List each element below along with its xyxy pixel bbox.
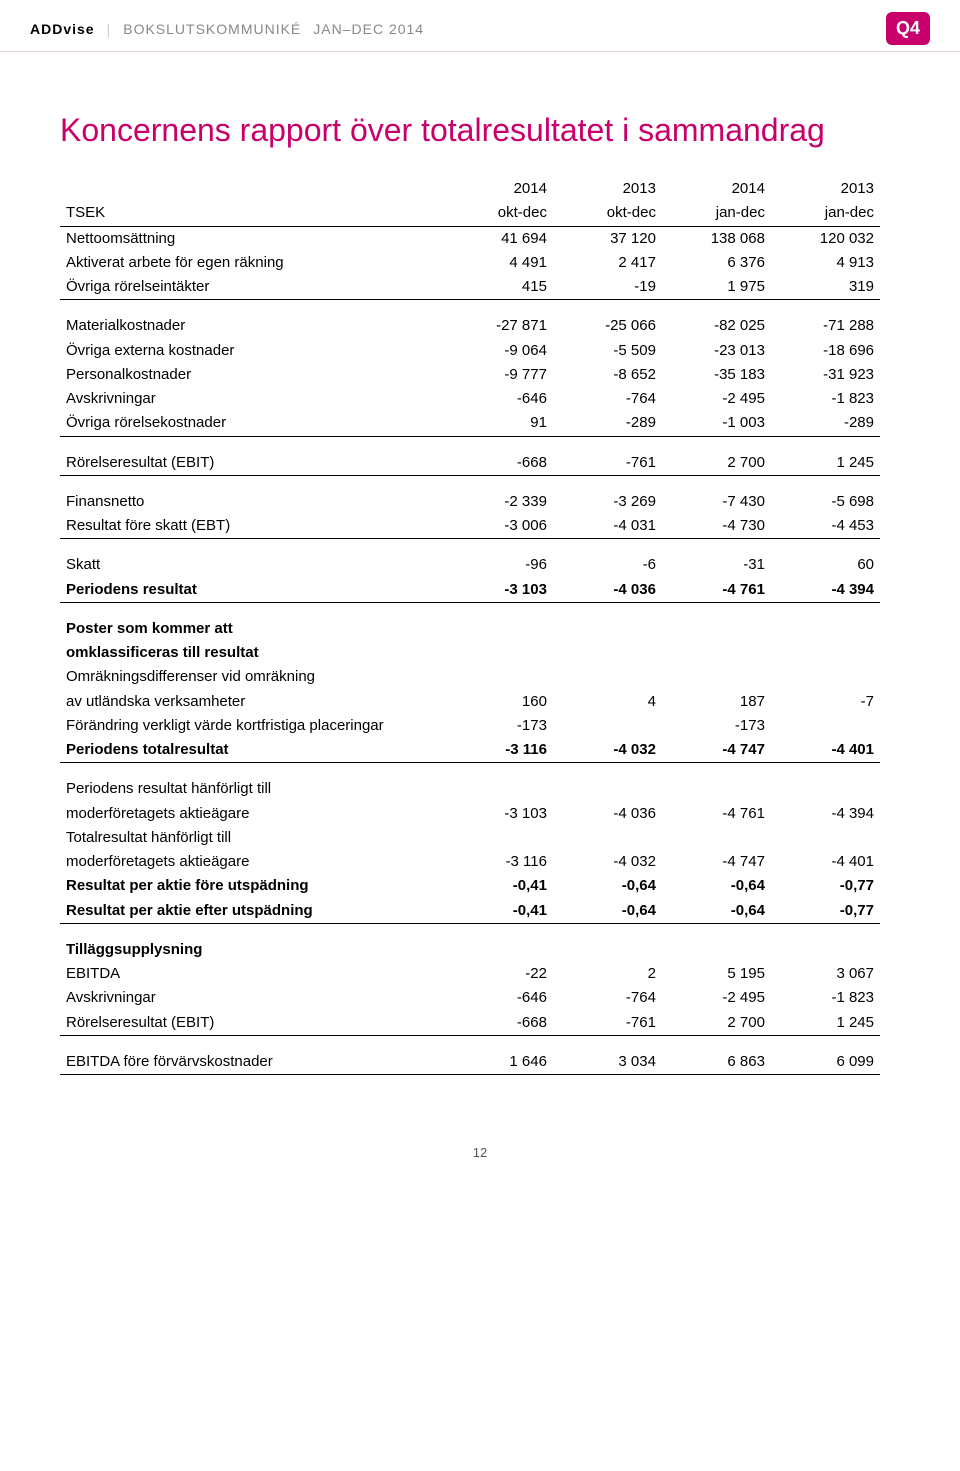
col-period-2: okt-dec [553,201,662,226]
col-year-2: 2013 [553,177,662,201]
table-row: Resultat per aktie efter utspädning-0,41… [60,899,880,924]
col-period-3: jan-dec [662,201,771,226]
table-row: Övriga rörelseintäkter415-191 975319 [60,275,880,300]
document-type: BOKSLUTSKOMMUNIKÉ [123,21,301,37]
table-row: Personalkostnader-9 777-8 652-35 183-31 … [60,363,880,387]
table-row: Avskrivningar-646-764-2 495-1 823 [60,986,880,1010]
table-row: Rörelseresultat (EBIT)-668-7612 7001 245 [60,451,880,476]
table-row: Nettoomsättning41 69437 120138 068120 03… [60,226,880,251]
table-row: Resultat före skatt (EBT)-3 006-4 031-4 … [60,514,880,539]
page-number: 12 [0,1145,960,1190]
col-year-4: 2013 [771,177,880,201]
table-row: omklassificeras till resultat [60,641,880,665]
table-row: Periodens totalresultat-3 116-4 032-4 74… [60,738,880,763]
year-header-row: 2014 2013 2014 2013 [60,177,880,201]
page-title: Koncernens rapport över totalresultatet … [60,112,900,149]
table-row: Avskrivningar-646-764-2 495-1 823 [60,387,880,411]
table-row: moderföretagets aktieägare-3 116-4 032-4… [60,850,880,874]
table-row: moderföretagets aktieägare-3 103-4 036-4… [60,802,880,826]
col-period-4: jan-dec [771,201,880,226]
table-row: Materialkostnader-27 871-25 066-82 025-7… [60,314,880,338]
col-year-1: 2014 [444,177,553,201]
table-row: Omräkningsdifferenser vid omräkning [60,665,880,689]
header-separator: | [107,21,112,37]
quarter-badge: Q4 [886,12,930,45]
table-row: Aktiverat arbete för egen räkning4 4912 … [60,251,880,275]
col-period-1: okt-dec [444,201,553,226]
table-row: Övriga externa kostnader-9 064-5 509-23 … [60,339,880,363]
table-row: Periodens resultat hänförligt till [60,777,880,801]
table-row: Tilläggsupplysning [60,938,880,962]
col-year-3: 2014 [662,177,771,201]
document-period: JAN–DEC 2014 [313,21,424,37]
table-row: Finansnetto-2 339-3 269-7 430-5 698 [60,490,880,514]
document-header: ADDvise | BOKSLUTSKOMMUNIKÉ JAN–DEC 2014… [0,0,960,52]
tsek-label: TSEK [60,201,444,226]
table-row: Totalresultat hänförligt till [60,826,880,850]
table-row: Resultat per aktie före utspädning-0,41-… [60,874,880,898]
table-row: Rörelseresultat (EBIT)-668-7612 7001 245 [60,1011,880,1036]
table-row: Skatt-96-6-3160 [60,553,880,577]
table-row: av utländska verksamheter1604187-7 [60,690,880,714]
table-row: Periodens resultat-3 103-4 036-4 761-4 3… [60,578,880,603]
table-row: Poster som kommer att [60,617,880,641]
table-row: EBITDA före förvärvskostnader1 6463 0346… [60,1050,880,1075]
table-row: Övriga rörelsekostnader91-289-1 003-289 [60,411,880,436]
brand-name: ADDvise [30,21,95,37]
header-left: ADDvise | BOKSLUTSKOMMUNIKÉ JAN–DEC 2014 [30,21,424,37]
financial-table: 2014 2013 2014 2013 TSEK okt-dec okt-dec… [60,177,880,1075]
table-row: Förändring verkligt värde kortfristiga p… [60,714,880,738]
period-header-row: TSEK okt-dec okt-dec jan-dec jan-dec [60,201,880,226]
table-row: EBITDA-2225 1953 067 [60,962,880,986]
